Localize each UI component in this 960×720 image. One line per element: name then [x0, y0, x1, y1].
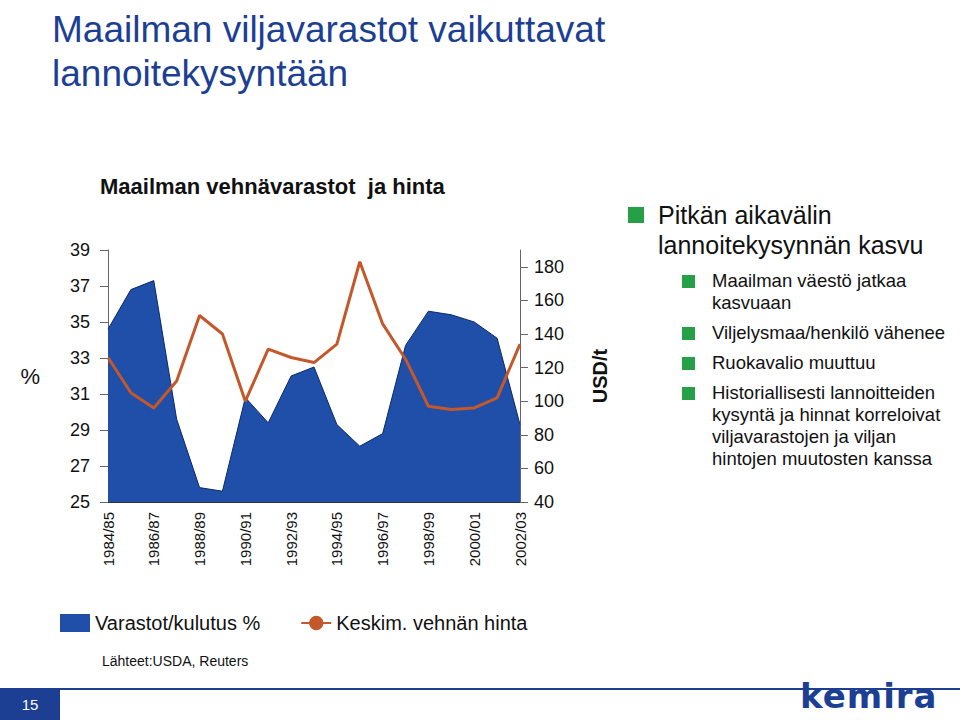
svg-text:Keskim. vehnän hinta: Keskim. vehnän hinta: [336, 612, 528, 634]
html-text:Ruokavalio muuttuu: Ruokavalio muuttuu: [712, 352, 876, 373]
svg-text:1994/95: 1994/95: [328, 512, 345, 566]
svg-text:35: 35: [70, 312, 90, 332]
svg-text:USD/t: USD/t: [589, 348, 611, 403]
svg-text:Varastot/kulutus %: Varastot/kulutus %: [95, 612, 260, 634]
svg-text:120: 120: [534, 358, 564, 378]
svg-text:Maailman vehnävarastot ja hin: Maailman vehnävarastot ja hinta: [100, 174, 446, 199]
svg-text:%: %: [20, 364, 40, 389]
html-text:Historiallisesti lannoitteiden: Historiallisesti lannoitteiden kysyntä j…: [712, 382, 941, 469]
svg-text:40: 40: [534, 492, 554, 512]
html-text:Viljelysmaa/henkilö vähenee: Viljelysmaa/henkilö vähenee: [712, 322, 946, 343]
svg-text:1984/85: 1984/85: [100, 512, 117, 566]
svg-text:39: 39: [70, 240, 90, 260]
svg-text:29: 29: [70, 420, 90, 440]
svg-text:1988/89: 1988/89: [191, 512, 208, 566]
html-text:kemira: kemira: [800, 676, 938, 716]
svg-text:2000/01: 2000/01: [466, 512, 483, 566]
html-text:Pitkän aikavälin lannoitekysyn: Pitkän aikavälin lannoitekysynnän kasvu: [658, 201, 924, 259]
svg-text:60: 60: [534, 458, 554, 478]
html-text:Maailman väestö jatkaa kasvuaa: Maailman väestö jatkaa kasvuaan: [712, 270, 907, 313]
html-text:Maailman viljavarastot vaikutt: Maailman viljavarastot vaikuttavat lanno…: [52, 9, 606, 94]
svg-text:37: 37: [70, 276, 90, 296]
svg-text:25: 25: [70, 492, 90, 512]
svg-text:160: 160: [534, 290, 564, 310]
html-text:Lähteet:USDA, Reuters: Lähteet:USDA, Reuters: [102, 653, 249, 669]
svg-text:1996/97: 1996/97: [374, 512, 391, 566]
svg-text:1990/91: 1990/91: [237, 512, 254, 566]
svg-text:100: 100: [534, 391, 564, 411]
svg-text:180: 180: [534, 257, 564, 277]
html-text:15: 15: [21, 696, 39, 713]
svg-text:80: 80: [534, 425, 554, 445]
svg-text:2002/03: 2002/03: [512, 512, 529, 566]
svg-text:33: 33: [70, 348, 90, 368]
svg-text:1998/99: 1998/99: [420, 512, 437, 566]
svg-text:140: 140: [534, 324, 564, 344]
svg-text:31: 31: [70, 384, 90, 404]
svg-text:27: 27: [70, 456, 90, 476]
svg-text:1992/93: 1992/93: [283, 512, 300, 566]
svg-text:1986/87: 1986/87: [145, 512, 162, 566]
